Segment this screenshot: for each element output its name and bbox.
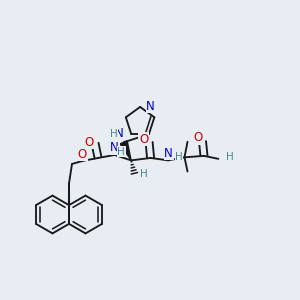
Text: N: N [164, 147, 173, 160]
Text: O: O [85, 136, 94, 148]
Text: O: O [193, 131, 202, 144]
Text: N: N [110, 141, 119, 154]
Text: O: O [78, 148, 87, 161]
Polygon shape [120, 141, 131, 160]
Text: N: N [146, 100, 155, 113]
Text: H: H [117, 147, 125, 157]
Text: H: H [140, 169, 148, 179]
Text: H: H [226, 152, 234, 162]
Text: H: H [110, 129, 118, 139]
Text: H: H [175, 152, 183, 162]
Text: N: N [115, 127, 124, 140]
Text: O: O [139, 133, 148, 146]
